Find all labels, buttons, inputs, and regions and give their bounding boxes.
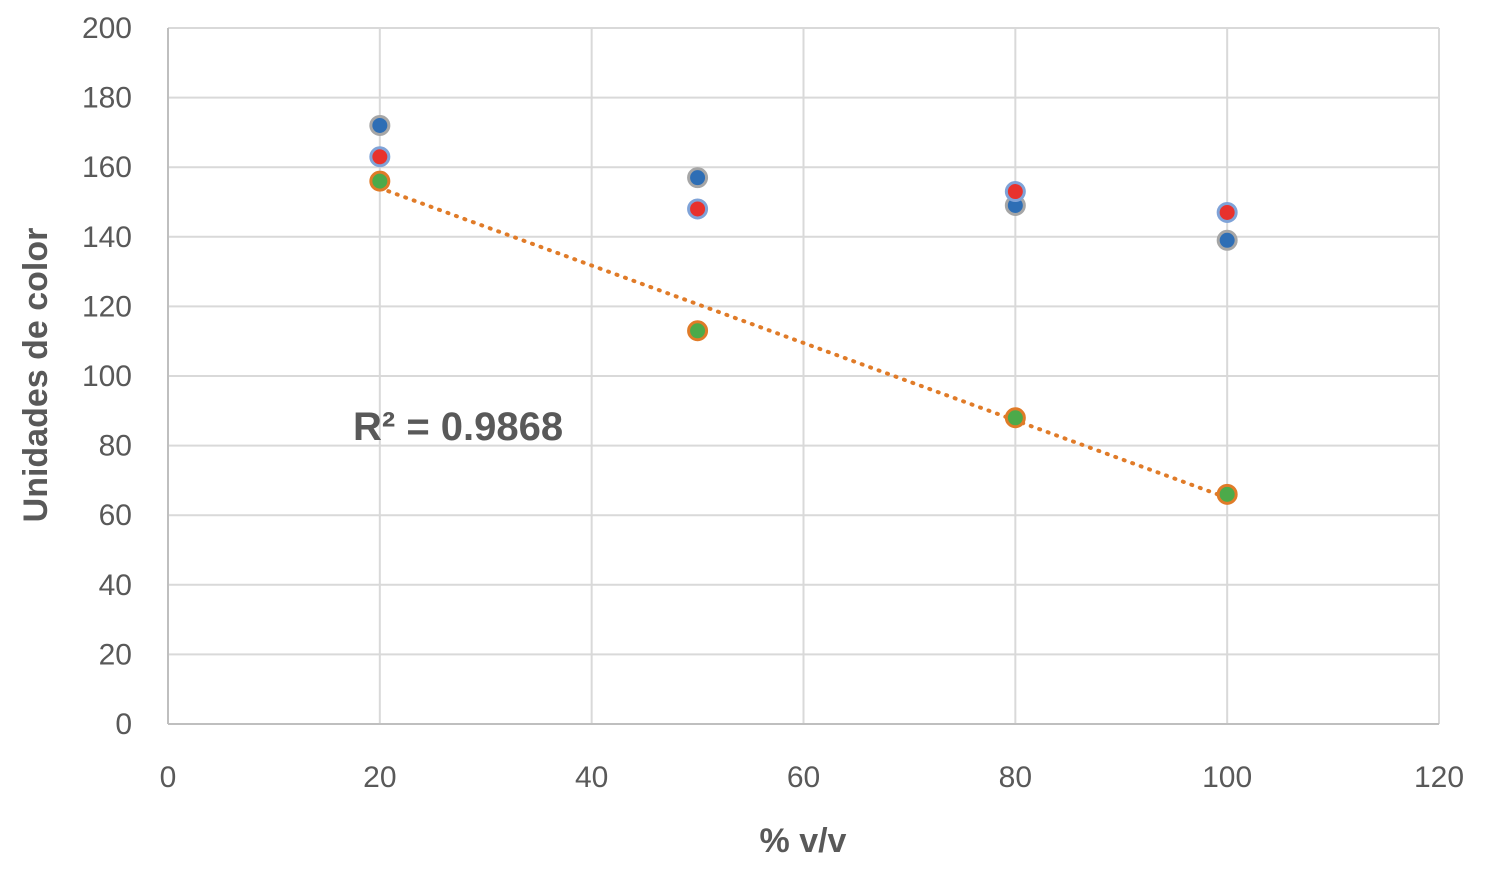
trendline — [377, 186, 1230, 500]
y-tick-label: 80 — [99, 430, 132, 463]
x-axis-title: % v/v — [760, 822, 847, 860]
y-tick-label: 60 — [99, 499, 132, 532]
axes — [167, 28, 1439, 725]
x-tick-label: 100 — [1202, 761, 1252, 794]
data-point — [1004, 407, 1026, 429]
x-tick-label: 120 — [1414, 761, 1464, 794]
data-point — [687, 320, 709, 342]
data-point — [687, 167, 709, 189]
y-tick-label: 200 — [82, 12, 132, 45]
y-tick-label: 0 — [115, 708, 132, 741]
x-tick-label: 60 — [787, 761, 820, 794]
data-point — [1004, 181, 1026, 203]
x-tick-label: 0 — [160, 761, 177, 794]
y-axis-title: Unidades de color — [17, 228, 55, 523]
tick-labels: 0 20 40 60 80 100 120 140 160 180 200 0 20 40 60 80 100 1… — [82, 12, 1464, 794]
trendline-group — [377, 186, 1230, 500]
y-tick-label: 160 — [82, 151, 132, 184]
data-points — [369, 114, 1238, 505]
series-2 — [369, 146, 1238, 223]
r-squared-annotation: R² = 0.9868 — [353, 405, 563, 449]
data-point — [1216, 483, 1238, 505]
y-tick-label: 180 — [82, 82, 132, 115]
y-tick-label: 120 — [82, 290, 132, 323]
data-point — [1216, 201, 1238, 223]
data-point — [687, 198, 709, 220]
x-tick-label: 80 — [999, 761, 1032, 794]
x-tick-label: 20 — [363, 761, 396, 794]
data-point — [1216, 229, 1238, 251]
y-tick-label: 40 — [99, 569, 132, 602]
x-tick-label: 40 — [575, 761, 608, 794]
y-tick-label: 100 — [82, 360, 132, 393]
y-tick-label: 20 — [99, 638, 132, 671]
data-point — [369, 114, 391, 136]
data-point — [369, 146, 391, 168]
y-tick-label: 140 — [82, 221, 132, 254]
series-3 — [369, 170, 1238, 505]
grid — [168, 27, 1440, 724]
data-point — [369, 170, 391, 192]
